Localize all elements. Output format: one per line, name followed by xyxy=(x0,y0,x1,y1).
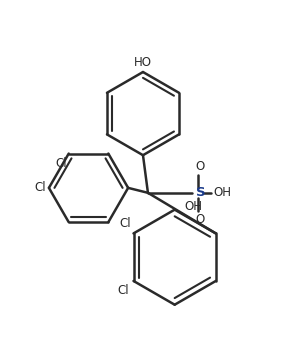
Text: Cl: Cl xyxy=(34,181,46,194)
Text: O: O xyxy=(196,160,205,173)
Text: OH: OH xyxy=(213,186,231,199)
Text: S: S xyxy=(196,186,205,199)
Text: Cl: Cl xyxy=(55,157,67,170)
Text: HO: HO xyxy=(134,56,152,69)
Text: O: O xyxy=(196,213,205,225)
Text: Cl: Cl xyxy=(119,217,130,230)
Text: Cl: Cl xyxy=(117,284,128,297)
Text: OH: OH xyxy=(185,200,203,213)
